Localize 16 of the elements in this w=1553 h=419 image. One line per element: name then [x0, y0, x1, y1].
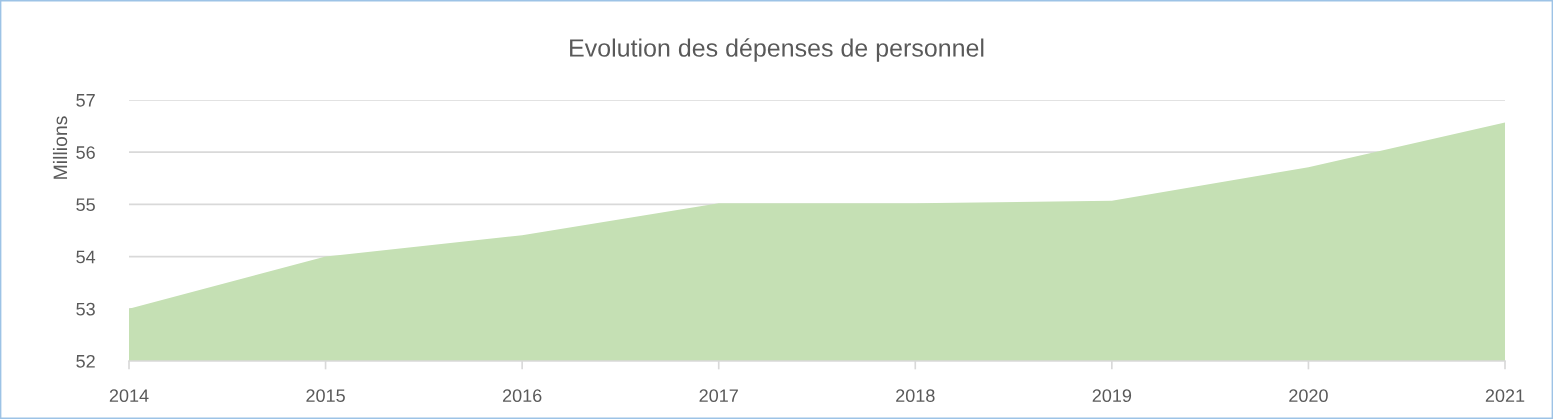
x-tick-label: 2021 [1485, 389, 1525, 403]
y-tick-label: 57 [76, 94, 95, 107]
y-tick-label: 55 [76, 198, 95, 212]
x-tick-label: 2019 [1092, 389, 1132, 403]
x-tick-label: 2015 [306, 389, 345, 403]
x-tick-label: 2014 [109, 389, 149, 403]
y-axis-title: Millions [52, 116, 68, 179]
y-tick-label: 56 [76, 146, 95, 159]
x-tick-label: 2017 [699, 389, 738, 403]
y-tick-label: 54 [76, 250, 96, 264]
x-tick-label: 2018 [896, 389, 935, 403]
chart-title: Evolution des dépenses de personnel [570, 38, 984, 62]
y-tick-label: 53 [76, 302, 95, 316]
x-tick-label: 2016 [502, 389, 542, 403]
x-tick-label: 2020 [1289, 389, 1328, 403]
y-tick-label: 52 [76, 354, 95, 368]
